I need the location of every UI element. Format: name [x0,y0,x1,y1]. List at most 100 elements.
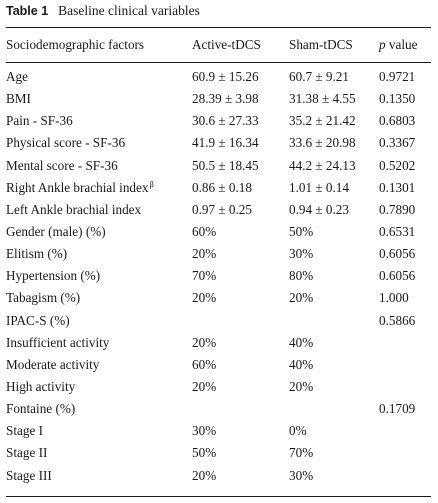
row-sham: 80% [289,265,379,287]
row-sham-text: 20% [289,379,314,395]
row-p-value: 0.1350 [379,88,431,110]
row-active-text: 41.9 ± 16.34 [192,135,259,151]
row-factor-text: Stage III [6,467,52,483]
baseline-table: Sociodemographic factors Active-tDCS Sha… [6,28,431,487]
row-active: 20% [192,287,289,309]
footnote-marker: β [149,179,154,190]
row-factor-text: BMI [6,91,31,107]
row-p-value [379,420,431,442]
row-p-value: 0.3367 [379,132,431,154]
bottom-rule [6,496,431,498]
row-sham: 30% [289,465,379,487]
row-active: 30.6 ± 27.33 [192,110,289,132]
row-active: 70% [192,265,289,287]
row-sham: 50% [289,221,379,243]
row-active: 60.9 ± 15.26 [192,62,289,88]
row-sham-text: 60.7 ± 9.21 [289,69,349,85]
header-factor: Sociodemographic factors [6,37,145,52]
row-p-value-text: 0.1709 [379,401,416,417]
row-sham [289,310,379,332]
row-sham: 44.2 ± 24.13 [289,155,379,177]
row-sham: 0% [289,420,379,442]
row-factor-text: Gender (male) (%) [6,224,106,240]
row-active: 30% [192,420,289,442]
row-sham-text: 30% [289,246,314,262]
row-sham-text: 20% [289,290,314,306]
row-active: 50% [192,442,289,464]
header-row: Sociodemographic factors Active-tDCS Sha… [6,28,431,62]
row-sham-text: 33.6 ± 20.98 [289,135,356,151]
row-active-text: 60.9 ± 15.26 [192,69,259,85]
row-factor: Stage I [6,420,192,442]
row-sham-text: 50% [289,224,314,240]
row-factor: Physical score - SF-36 [6,132,192,154]
row-factor: Stage II [6,442,192,464]
row-factor-text: Stage II [6,445,48,461]
row-sham-text: 0.94 ± 0.23 [289,201,349,217]
row-p-value-text: 0.6803 [379,113,416,129]
row-active: 0.97 ± 0.25 [192,199,289,221]
table-row: IPAC-S (%) 0.5866 [6,310,431,332]
row-factor-text: Tabagism (%) [6,290,81,306]
row-factor-text: Pain - SF-36 [6,113,73,129]
header-p-value: p value [379,28,431,62]
row-factor: High activity [6,376,192,398]
row-factor: Hypertension (%) [6,265,192,287]
row-factor-text: Right Ankle brachial index [6,180,149,196]
table-row: Age 60.9 ± 15.26 60.7 ± 9.21 0.9721 [6,62,431,88]
row-factor: Elitism (%) [6,243,192,265]
row-active: 20% [192,465,289,487]
row-factor: BMI [6,88,192,110]
row-sham-text: 30% [289,467,314,483]
row-p-value-text: 0.1350 [379,91,416,107]
row-sham: 31.38 ± 4.55 [289,88,379,110]
row-sham: 20% [289,376,379,398]
table-row: Stage III 20% 30% [6,465,431,487]
row-sham: 35.2 ± 21.42 [289,110,379,132]
row-sham-text: 70% [289,445,314,461]
table-title: Baseline clinical variables [58,3,200,18]
top-rule [6,27,431,29]
row-active-text: 0.97 ± 0.25 [192,201,252,217]
row-sham: 33.6 ± 20.98 [289,132,379,154]
row-p-value: 0.7890 [379,199,431,221]
row-factor: Pain - SF-36 [6,110,192,132]
row-factor-text: Physical score - SF-36 [6,135,126,151]
row-factor-text: Age [6,69,28,85]
row-active-text: 20% [192,467,217,483]
row-active [192,398,289,420]
row-p-value: 0.6531 [379,221,431,243]
row-factor-text: Elitism (%) [6,246,68,262]
table-row: Pain - SF-36 30.6 ± 27.33 35.2 ± 21.42 0.68… [6,110,431,132]
row-p-value-text: 0.5866 [379,312,416,328]
table-row: Moderate activity 60% 40% [6,354,431,376]
table-row: Gender (male) (%) 60% 50% 0.6531 [6,221,431,243]
row-active-text: 70% [192,268,217,284]
table-row: Mental score - SF-36 50.5 ± 18.45 44.2 ± 2… [6,155,431,177]
table-row: BMI 28.39 ± 3.98 31.38 ± 4.55 0.1350 [6,88,431,110]
row-factor: Mental score - SF-36 [6,155,192,177]
table-caption: Table 1 Baseline clinical variables [6,3,200,19]
row-factor-text: Fontaine (%) [6,401,76,417]
table-row: Tabagism (%) 20% 20% 1.000 [6,287,431,309]
row-active: 41.9 ± 16.34 [192,132,289,154]
row-sham: 20% [289,287,379,309]
table-row: Hypertension (%) 70% 80% 0.6056 [6,265,431,287]
table-row: High activity 20% 20% [6,376,431,398]
row-p-value: 0.6056 [379,243,431,265]
row-p-value-text: 0.7890 [379,201,416,217]
table-row: Stage II 50% 70% [6,442,431,464]
row-active-text: 20% [192,246,217,262]
row-factor: Age [6,62,192,88]
row-sham: 0.94 ± 0.23 [289,199,379,221]
row-sham-text: 44.2 ± 24.13 [289,157,356,173]
row-factor: Left Ankle brachial index [6,199,192,221]
header-sham: Sham-tDCS [289,37,353,52]
table-row: Insufficient activity 20% 40% [6,332,431,354]
row-active: 60% [192,221,289,243]
row-factor: Stage III [6,465,192,487]
row-active: 20% [192,332,289,354]
header-p-rest: value [385,37,418,52]
row-factor: Right Ankle brachial indexβ [6,177,192,199]
row-active-text: 28.39 ± 3.98 [192,91,259,107]
